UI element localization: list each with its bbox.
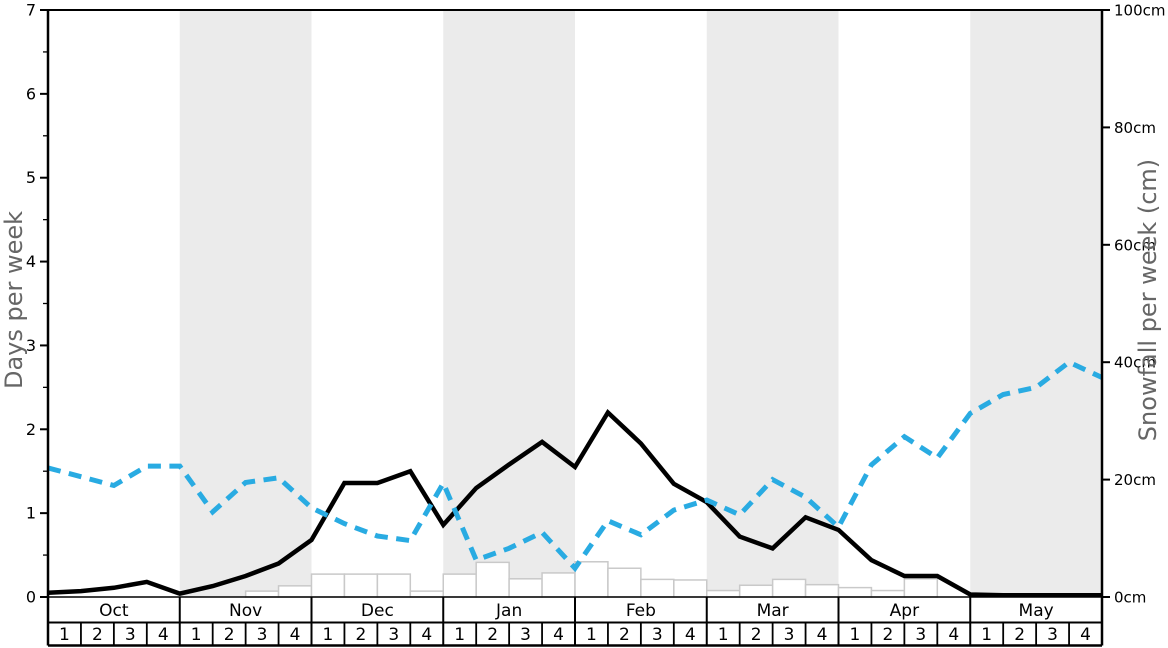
week-number-label: 4 (948, 625, 959, 645)
month-week-table: Oct 1 2 3 4 Nov 1 2 3 4 Dec 1 2 3 4 Jan 1 2 3 4 Feb 1 2 3 4 Mar 1 2… (48, 596, 1102, 647)
week-number-label: 1 (586, 625, 597, 645)
week-number-label: 2 (882, 625, 893, 645)
snow-bar (376, 573, 412, 598)
left-tick-label: 6 (26, 84, 36, 103)
snow-bar (277, 585, 313, 598)
snow-bar (442, 573, 477, 598)
snow-bar (574, 561, 609, 598)
month-label-feb: Feb (626, 601, 656, 621)
snow-bar (508, 578, 543, 598)
data-lines (47, 359, 1104, 598)
snow-bar (541, 572, 576, 598)
week-number-label: 4 (553, 625, 564, 645)
right-tick-label: 80cm (1114, 119, 1156, 137)
snow-bar (475, 561, 510, 598)
week-number-label: 1 (454, 625, 465, 645)
week-number-label: 3 (257, 625, 268, 645)
week-number-label: 4 (158, 625, 169, 645)
week-number-label: 4 (421, 625, 432, 645)
week-number-label: 1 (850, 625, 861, 645)
week-number-label: 1 (191, 625, 202, 645)
snow-bar (244, 590, 280, 598)
right-tick-label: 60cm (1114, 236, 1156, 254)
snow-bar (771, 578, 807, 598)
month-shading-bands (179, 10, 1102, 597)
right-tick-label: 100cm (1114, 2, 1166, 20)
snow-bar (903, 578, 939, 598)
shaded-band-nov (179, 10, 312, 597)
left-tick-label: 7 (26, 1, 36, 20)
left-tick-label: 1 (26, 504, 36, 523)
snowfall-per-week-line (47, 359, 1104, 573)
week-number-label: 2 (1014, 625, 1025, 645)
snow-bar (310, 573, 346, 598)
axes-and-ticks: 0 1 2 3 4 5 6 7 0cm 20cm 40cm 60cm 80cm 100cm (26, 1, 1166, 646)
snowfall-bars (244, 561, 939, 598)
month-label-may: May (1019, 601, 1054, 621)
shaded-band-may (970, 10, 1102, 597)
shaded-band-jan (443, 10, 575, 597)
week-number-label: 4 (817, 625, 828, 645)
week-number-label: 1 (59, 625, 70, 645)
week-number-label: 2 (751, 625, 762, 645)
snow-bar (837, 586, 873, 598)
month-label-apr: Apr (890, 601, 919, 621)
left-tick-label: 0 (26, 588, 36, 607)
week-number-label: 2 (487, 625, 498, 645)
month-label-oct: Oct (99, 601, 129, 621)
week-number-label: 3 (520, 625, 531, 645)
week-number-label: 3 (652, 625, 663, 645)
snow-bar (409, 590, 444, 598)
right-tick-label: 20cm (1114, 471, 1156, 489)
week-number-label: 2 (92, 625, 103, 645)
month-label-nov: Nov (229, 601, 262, 621)
week-number-label: 4 (1080, 625, 1091, 645)
right-axis-title: Snowfall per week (cm) (1134, 159, 1162, 441)
snow-bar (706, 589, 741, 598)
week-number-label: 1 (323, 625, 334, 645)
right-tick-label: 40cm (1114, 354, 1156, 372)
week-number-label: 4 (290, 625, 301, 645)
week-number-label: 3 (915, 625, 926, 645)
snow-bar (870, 589, 906, 598)
week-number-label: 2 (355, 625, 366, 645)
week-number-label: 2 (224, 625, 235, 645)
days-per-week-line (47, 408, 1102, 598)
shaded-band-mar (706, 10, 839, 597)
week-number-label: 1 (718, 625, 729, 645)
week-number-label: 3 (784, 625, 795, 645)
left-tick-label: 5 (26, 168, 36, 187)
snow-bar (738, 584, 774, 598)
week-number-label: 2 (619, 625, 630, 645)
week-number-label: 3 (388, 625, 399, 645)
snow-bar (343, 573, 379, 598)
snow-bar (607, 567, 642, 598)
snow-bar (640, 578, 675, 598)
month-label-jan: Jan (495, 601, 522, 621)
month-label-mar: Mar (757, 601, 789, 621)
week-number-label: 3 (125, 625, 136, 645)
snow-bar (673, 579, 708, 598)
left-axis-title: Days per week (0, 211, 28, 389)
week-number-label: 1 (981, 625, 992, 645)
left-tick-label: 3 (26, 336, 36, 355)
right-tick-label: 0cm (1114, 589, 1146, 607)
month-label-dec: Dec (361, 601, 394, 621)
left-tick-label: 4 (26, 252, 36, 271)
week-number-label: 3 (1047, 625, 1058, 645)
left-tick-label: 2 (26, 420, 36, 439)
week-number-label: 4 (685, 625, 696, 645)
snow-bar (804, 583, 840, 598)
